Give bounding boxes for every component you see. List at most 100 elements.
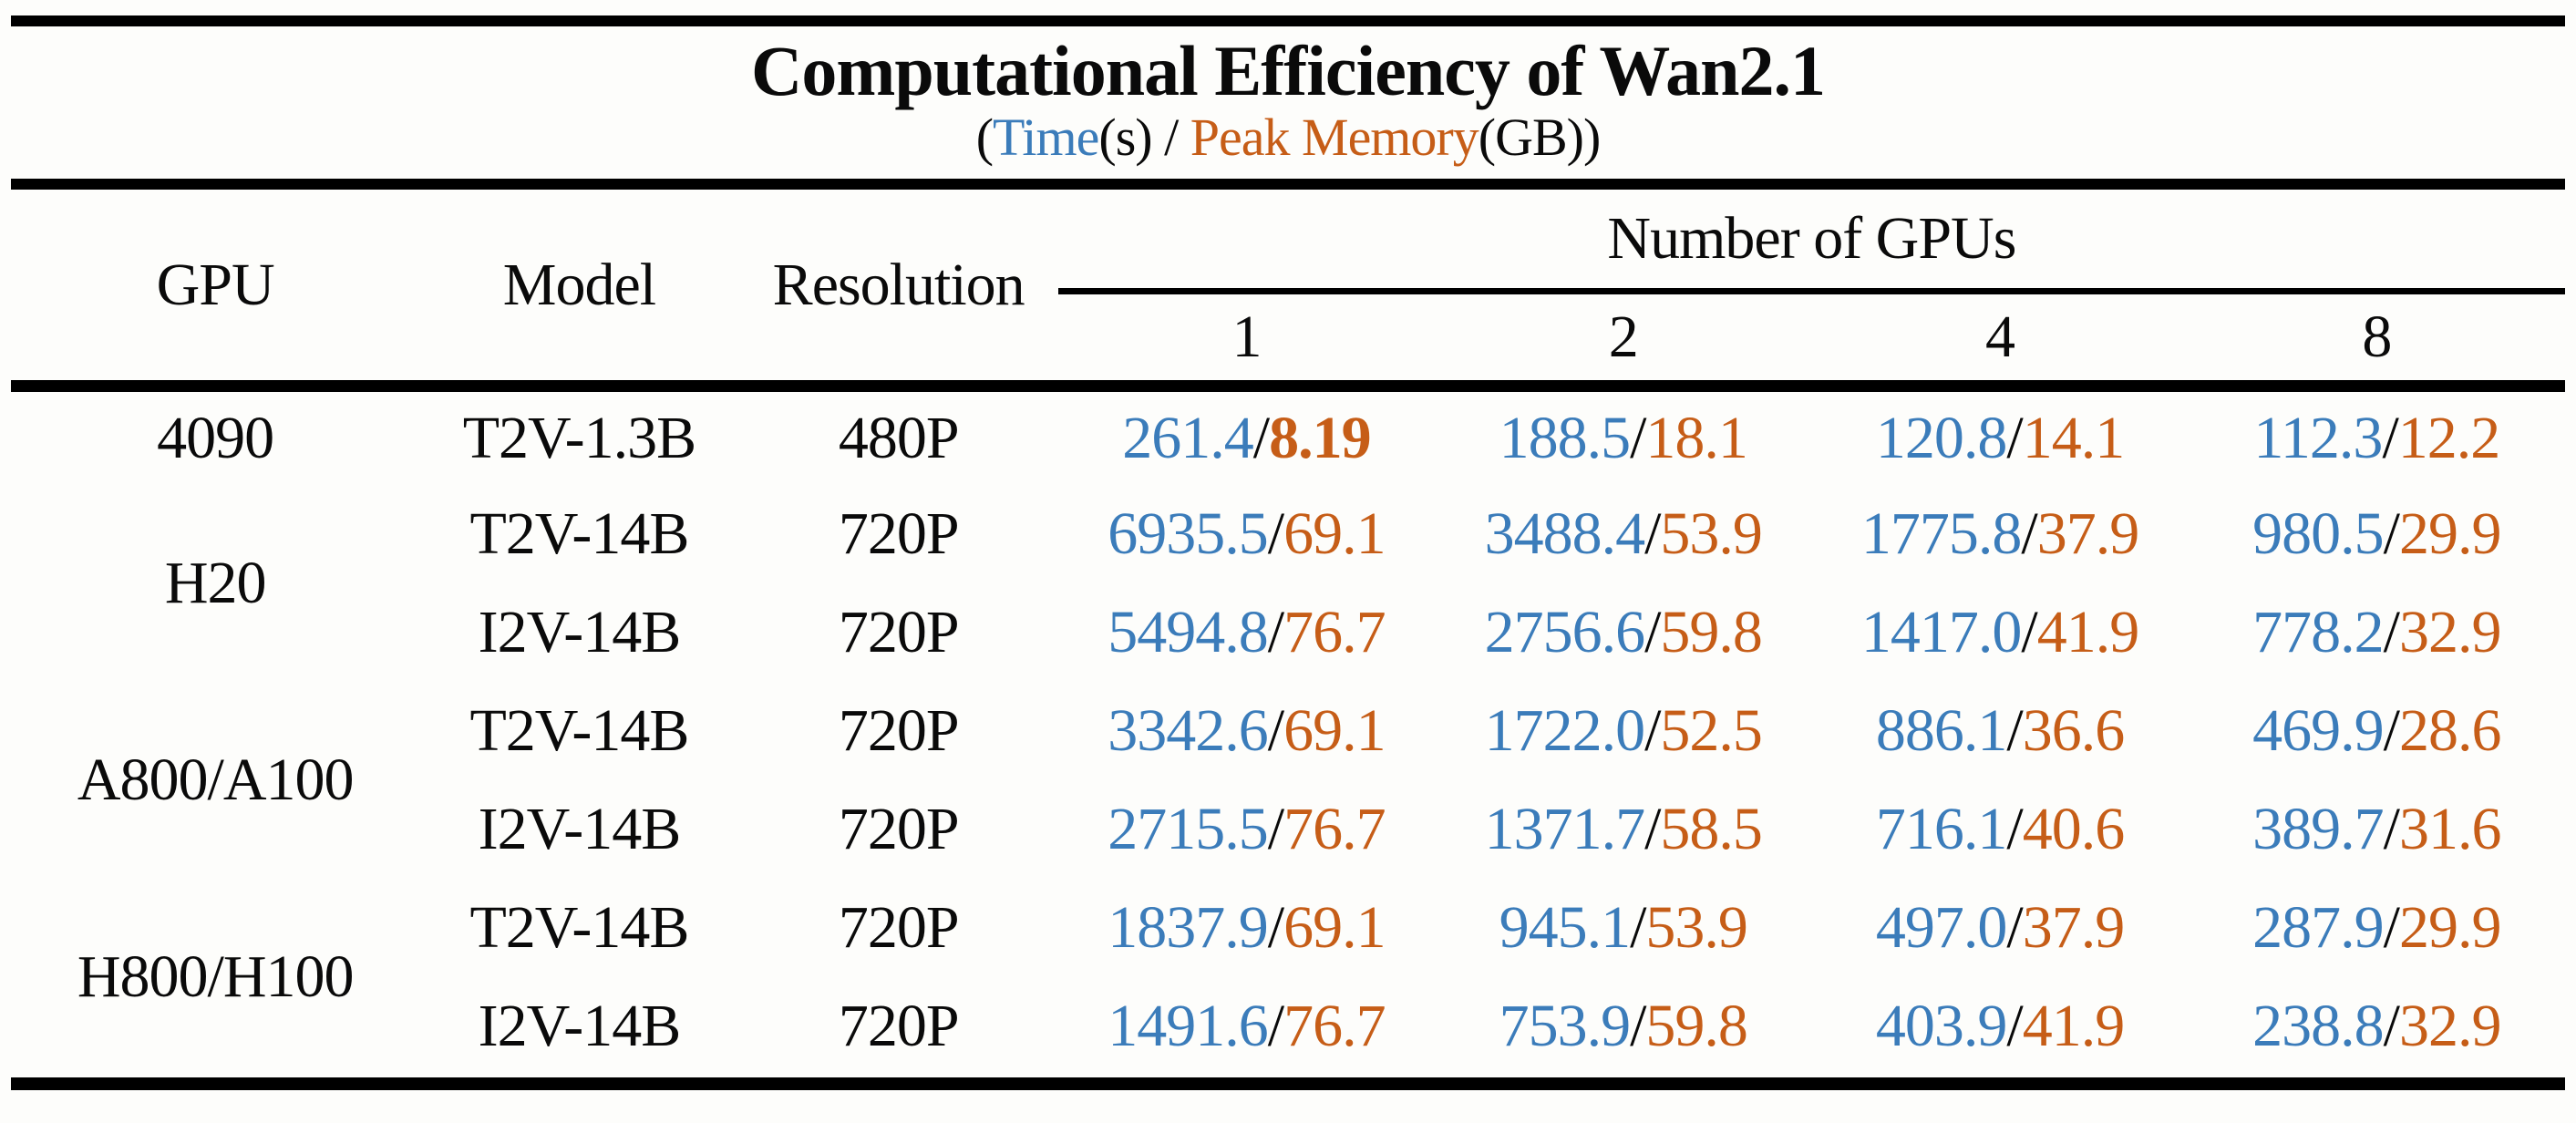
memory-value: 53.9 [1660, 500, 1762, 567]
time-value: 3488.4 [1484, 500, 1645, 567]
bottom-rule [11, 1077, 2565, 1090]
value-cell: 112.3/12.2 [2189, 386, 2565, 485]
gpu-count-2: 2 [1435, 291, 1812, 393]
value-cell: 469.9/28.6 [2189, 682, 2565, 780]
memory-value: 12.2 [2397, 405, 2500, 472]
slash-separator: / [1644, 500, 1661, 567]
time-value: 3342.6 [1108, 696, 1268, 764]
time-value: 389.7 [2252, 795, 2384, 862]
memory-value: 37.9 [2022, 893, 2125, 961]
value-cell: 3488.4/53.9 [1435, 485, 1811, 583]
resolution-label: 720P [838, 893, 960, 961]
gpu-label: H800/H100 [77, 943, 355, 1010]
resolution-label: 720P [838, 500, 960, 567]
time-value: 120.8 [1875, 405, 2007, 472]
gpu-count-4: 4 [1811, 291, 2189, 393]
time-value: 188.5 [1499, 405, 1631, 472]
value-cell: 497.0/37.9 [1811, 879, 2188, 977]
memory-value: 53.9 [1645, 893, 1747, 961]
slash-separator: / [2383, 795, 2400, 862]
time-value: 945.1 [1499, 893, 1631, 961]
time-value: 1491.6 [1108, 992, 1268, 1059]
table-subtitle: (Time(s) / Peak Memory(GB)) [11, 108, 2565, 168]
value-cell: 2715.5/76.7 [1058, 780, 1435, 879]
value-cell: 1775.8/37.9 [1811, 485, 2188, 583]
resolution-label: 480P [838, 405, 960, 472]
slash-separator: / [1644, 598, 1661, 665]
gpu-label: H20 [164, 549, 267, 616]
value-cell: 753.9/59.8 [1435, 977, 1811, 1076]
value-cell: 261.4/8.19 [1058, 386, 1435, 485]
slash-separator: / [1267, 696, 1284, 764]
time-value: 2715.5 [1108, 795, 1268, 862]
time-value: 238.8 [2252, 992, 2384, 1059]
model-label: T2V-14B [469, 893, 689, 961]
resolution-label: 720P [838, 795, 960, 862]
memory-value: 36.6 [2022, 696, 2125, 764]
value-cell: 945.1/53.9 [1435, 879, 1811, 977]
value-cell: 6935.5/69.1 [1058, 485, 1435, 583]
memory-value: 18.1 [1645, 405, 1747, 472]
slash-separator: / [2383, 500, 2400, 567]
efficiency-table: GPU Model Resolution Number of GPUs 1 2 … [11, 189, 2565, 1076]
time-value: 716.1 [1875, 795, 2007, 862]
model-label: I2V-14B [478, 795, 682, 862]
subtitle-time-label: Time [993, 107, 1099, 167]
slash-separator: / [1252, 405, 1270, 472]
slash-separator: / [1267, 500, 1284, 567]
memory-value: 32.9 [2399, 992, 2501, 1059]
memory-value: 41.9 [2036, 598, 2139, 665]
column-header-model: Model [419, 189, 739, 393]
value-cell: 1837.9/69.1 [1058, 879, 1435, 977]
memory-value: 59.8 [1645, 992, 1747, 1059]
slash-separator: / [1267, 795, 1284, 862]
time-value: 1722.0 [1484, 696, 1645, 764]
table-row: H800/H100 T2V-14B 720P 1837.9/69.1 945.1… [11, 879, 2565, 1006]
slash-separator: / [2006, 992, 2023, 1059]
value-cell: 980.5/29.9 [2189, 485, 2565, 583]
time-value: 6935.5 [1108, 500, 1268, 567]
memory-value: 59.8 [1660, 598, 1762, 665]
subtitle-memory-unit: (GB)) [1478, 107, 1602, 167]
slash-separator: / [1644, 696, 1661, 764]
value-cell: 886.1/36.6 [1811, 682, 2188, 780]
gpu-count-1: 1 [1057, 291, 1436, 393]
slash-separator: / [1630, 893, 1646, 961]
value-cell: 403.9/41.9 [1811, 977, 2188, 1076]
value-cell: 2756.6/59.8 [1435, 583, 1811, 682]
memory-value: 76.7 [1283, 795, 1386, 862]
time-value: 1417.0 [1860, 598, 2022, 665]
slash-separator: / [2383, 598, 2400, 665]
resolution-label: 720P [838, 696, 960, 764]
table-row: 4090 T2V-1.3B 480P 261.4/8.19 188.5/18.1… [11, 386, 2565, 485]
model-label: I2V-14B [478, 598, 682, 665]
value-cell: 389.7/31.6 [2189, 780, 2565, 879]
table-row: A800/A100 T2V-14B 720P 3342.6/69.1 1722.… [11, 682, 2565, 809]
subtitle-time-unit: (s) [1098, 107, 1152, 167]
column-group-header-number-of-gpus: Number of GPUs [1057, 189, 2565, 295]
gpu-label: 4090 [157, 405, 274, 472]
time-value: 497.0 [1875, 893, 2007, 961]
slash-separator: / [1267, 598, 1284, 665]
resolution-label: 720P [838, 598, 960, 665]
memory-value: 37.9 [2036, 500, 2139, 567]
time-value: 287.9 [2252, 893, 2384, 961]
value-cell: 5494.8/76.7 [1058, 583, 1435, 682]
model-label: T2V-14B [469, 696, 689, 764]
memory-value: 76.7 [1283, 598, 1386, 665]
column-header-resolution: Resolution [738, 189, 1058, 393]
column-header-gpu: GPU [11, 189, 420, 393]
slash-separator: / [2383, 696, 2400, 764]
time-value: 1837.9 [1108, 893, 1268, 961]
time-value: 886.1 [1875, 696, 2007, 764]
memory-value: 32.9 [2399, 598, 2501, 665]
memory-value: 29.9 [2399, 893, 2501, 961]
memory-value: 14.1 [2022, 405, 2125, 472]
memory-value: 29.9 [2399, 500, 2501, 567]
slash-separator: / [2006, 893, 2023, 961]
slash-separator: / [1644, 795, 1661, 862]
table-row: H20 T2V-14B 720P 6935.5/69.1 3488.4/53.9… [11, 485, 2565, 613]
slash-separator: / [2021, 500, 2037, 567]
table-title: Computational Efficiency of Wan2.1 [751, 31, 1826, 110]
